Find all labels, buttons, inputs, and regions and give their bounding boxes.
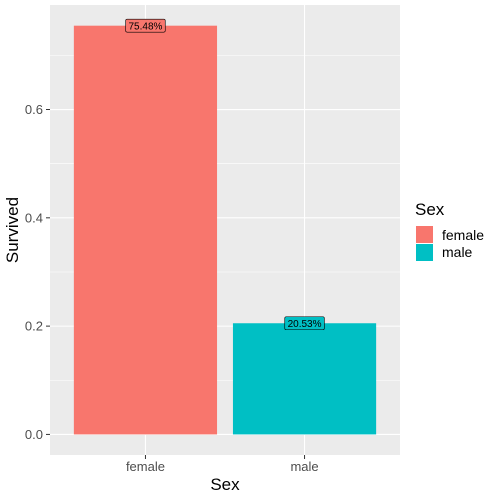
data-labels: 75.48% 20.53%	[125, 18, 325, 331]
legend-swatch-female	[416, 226, 433, 243]
legend: Sex female male	[415, 200, 484, 261]
legend-label-female: female	[442, 227, 484, 243]
x-tick-label: female	[126, 459, 165, 474]
axes: 0.0 0.2 0.4 0.6 female male	[25, 102, 319, 474]
y-axis-title: Survived	[3, 197, 22, 263]
data-label-male: 20.53%	[284, 316, 325, 331]
bar-female	[73, 25, 218, 435]
data-label-box	[284, 316, 325, 331]
data-label-box	[125, 18, 166, 33]
data-label-female: 75.48%	[125, 18, 166, 33]
legend-title: Sex	[415, 200, 445, 219]
y-tick-label: 0.0	[25, 427, 43, 442]
legend-swatch-male	[416, 244, 433, 261]
bar-male	[232, 323, 377, 435]
y-tick-label: 0.4	[25, 210, 43, 225]
bars	[73, 25, 377, 435]
data-label-text: 20.53%	[288, 319, 322, 330]
data-label-text: 75.48%	[128, 21, 162, 32]
x-axis-title: Sex	[210, 475, 240, 494]
y-tick-label: 0.6	[25, 102, 43, 117]
legend-label-male: male	[442, 244, 473, 260]
y-tick-label: 0.2	[25, 319, 43, 334]
x-tick-label: male	[290, 459, 318, 474]
